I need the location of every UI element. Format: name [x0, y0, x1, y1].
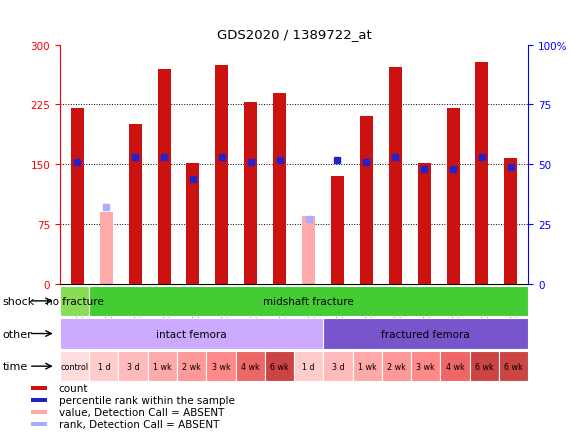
Text: control: control: [61, 362, 89, 371]
Bar: [31, 410, 47, 414]
Bar: [273, 93, 286, 284]
Bar: [265, 351, 294, 381]
Bar: [323, 351, 353, 381]
Bar: [360, 117, 373, 284]
Text: GSM74226: GSM74226: [477, 284, 486, 333]
Text: shock: shock: [3, 296, 35, 306]
Text: percentile rank within the sample: percentile rank within the sample: [59, 395, 235, 405]
Text: fractured femora: fractured femora: [381, 329, 470, 339]
Text: 3 d: 3 d: [332, 362, 344, 371]
Text: GSM74216: GSM74216: [333, 284, 342, 333]
Bar: [499, 351, 528, 381]
Bar: [128, 125, 142, 284]
Text: GSM74220: GSM74220: [391, 284, 400, 333]
Text: GSM74213: GSM74213: [73, 284, 82, 333]
Bar: [389, 68, 402, 284]
Text: rank, Detection Call = ABSENT: rank, Detection Call = ABSENT: [59, 419, 219, 429]
Text: no fracture: no fracture: [46, 296, 103, 306]
Bar: [31, 422, 47, 426]
Text: GSM74224: GSM74224: [449, 284, 457, 333]
Bar: [302, 217, 315, 284]
Bar: [476, 63, 488, 284]
Bar: [89, 351, 119, 381]
Bar: [353, 351, 382, 381]
Text: 1 wk: 1 wk: [153, 362, 172, 371]
Bar: [294, 351, 323, 381]
Bar: [186, 163, 199, 284]
Bar: [177, 351, 206, 381]
Bar: [323, 319, 528, 349]
Bar: [331, 177, 344, 284]
Text: 6 wk: 6 wk: [504, 362, 523, 371]
Text: GSM74217: GSM74217: [159, 284, 168, 333]
Text: intact femora: intact femora: [156, 329, 227, 339]
Text: 4 wk: 4 wk: [445, 362, 464, 371]
Text: 1 wk: 1 wk: [358, 362, 377, 371]
Bar: [244, 103, 257, 284]
Text: GSM74219: GSM74219: [188, 284, 198, 333]
Text: GSM74227: GSM74227: [304, 284, 313, 333]
Bar: [60, 286, 89, 316]
Text: 2 wk: 2 wk: [387, 362, 406, 371]
Text: GDS2020 / 1389722_at: GDS2020 / 1389722_at: [216, 28, 372, 41]
Text: 4 wk: 4 wk: [241, 362, 260, 371]
Bar: [504, 158, 517, 284]
Bar: [236, 351, 265, 381]
Bar: [206, 351, 236, 381]
Text: 1 d: 1 d: [98, 362, 110, 371]
Text: 6 wk: 6 wk: [475, 362, 494, 371]
Bar: [60, 319, 323, 349]
Bar: [60, 351, 89, 381]
Text: 1 d: 1 d: [303, 362, 315, 371]
Text: other: other: [3, 329, 33, 339]
Text: GSM74225: GSM74225: [275, 284, 284, 333]
Bar: [470, 351, 499, 381]
Bar: [417, 163, 431, 284]
Bar: [215, 66, 228, 284]
Text: GSM74214: GSM74214: [102, 284, 111, 333]
Bar: [148, 351, 177, 381]
Bar: [31, 386, 47, 390]
Text: 3 wk: 3 wk: [211, 362, 230, 371]
Text: 3 wk: 3 wk: [416, 362, 435, 371]
Bar: [447, 109, 460, 284]
Bar: [119, 351, 148, 381]
Text: GSM74218: GSM74218: [362, 284, 371, 333]
Bar: [71, 109, 84, 284]
Text: 2 wk: 2 wk: [182, 362, 201, 371]
Bar: [158, 69, 171, 284]
Text: GSM74223: GSM74223: [246, 284, 255, 333]
Text: value, Detection Call = ABSENT: value, Detection Call = ABSENT: [59, 407, 224, 417]
Bar: [31, 398, 47, 402]
Text: 3 d: 3 d: [127, 362, 139, 371]
Text: count: count: [59, 383, 89, 393]
Bar: [440, 351, 470, 381]
Text: GSM74228: GSM74228: [506, 284, 516, 333]
Text: midshaft fracture: midshaft fracture: [263, 296, 354, 306]
Text: GSM74222: GSM74222: [420, 284, 429, 333]
Bar: [411, 351, 440, 381]
Text: 6 wk: 6 wk: [270, 362, 289, 371]
Text: GSM74215: GSM74215: [131, 284, 139, 333]
Bar: [100, 213, 112, 284]
Text: time: time: [3, 362, 28, 371]
Text: GSM74221: GSM74221: [218, 284, 226, 333]
Bar: [382, 351, 411, 381]
